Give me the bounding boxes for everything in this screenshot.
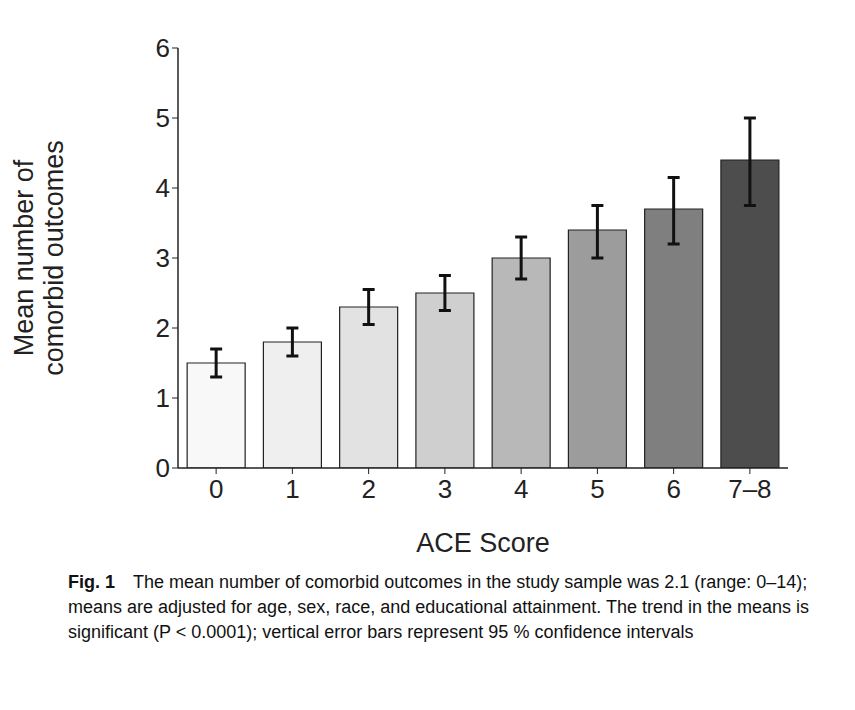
svg-text:5: 5 — [156, 103, 170, 133]
svg-text:0: 0 — [156, 453, 170, 483]
svg-text:3: 3 — [156, 243, 170, 273]
svg-text:6: 6 — [156, 33, 170, 63]
svg-text:0: 0 — [209, 474, 223, 504]
svg-text:3: 3 — [438, 474, 452, 504]
html-text:The mean number of comorbid ou: The mean number of comorbid outcomes in … — [68, 572, 810, 642]
svg-text:4: 4 — [514, 474, 528, 504]
svg-text:Mean number ofcomorbid outcome: Mean number ofcomorbid outcomes — [9, 140, 69, 376]
svg-text:2: 2 — [156, 313, 170, 343]
svg-text:4: 4 — [156, 173, 170, 203]
svg-text:6: 6 — [666, 474, 680, 504]
html-text:Fig. 1: Fig. 1 — [68, 572, 115, 592]
svg-text:7–8: 7–8 — [728, 474, 771, 504]
svg-text:1: 1 — [285, 474, 299, 504]
svg-text:2: 2 — [361, 474, 375, 504]
svg-text:5: 5 — [590, 474, 604, 504]
svg-text:1: 1 — [156, 383, 170, 413]
svg-text:ACE Score: ACE Score — [416, 528, 550, 556]
